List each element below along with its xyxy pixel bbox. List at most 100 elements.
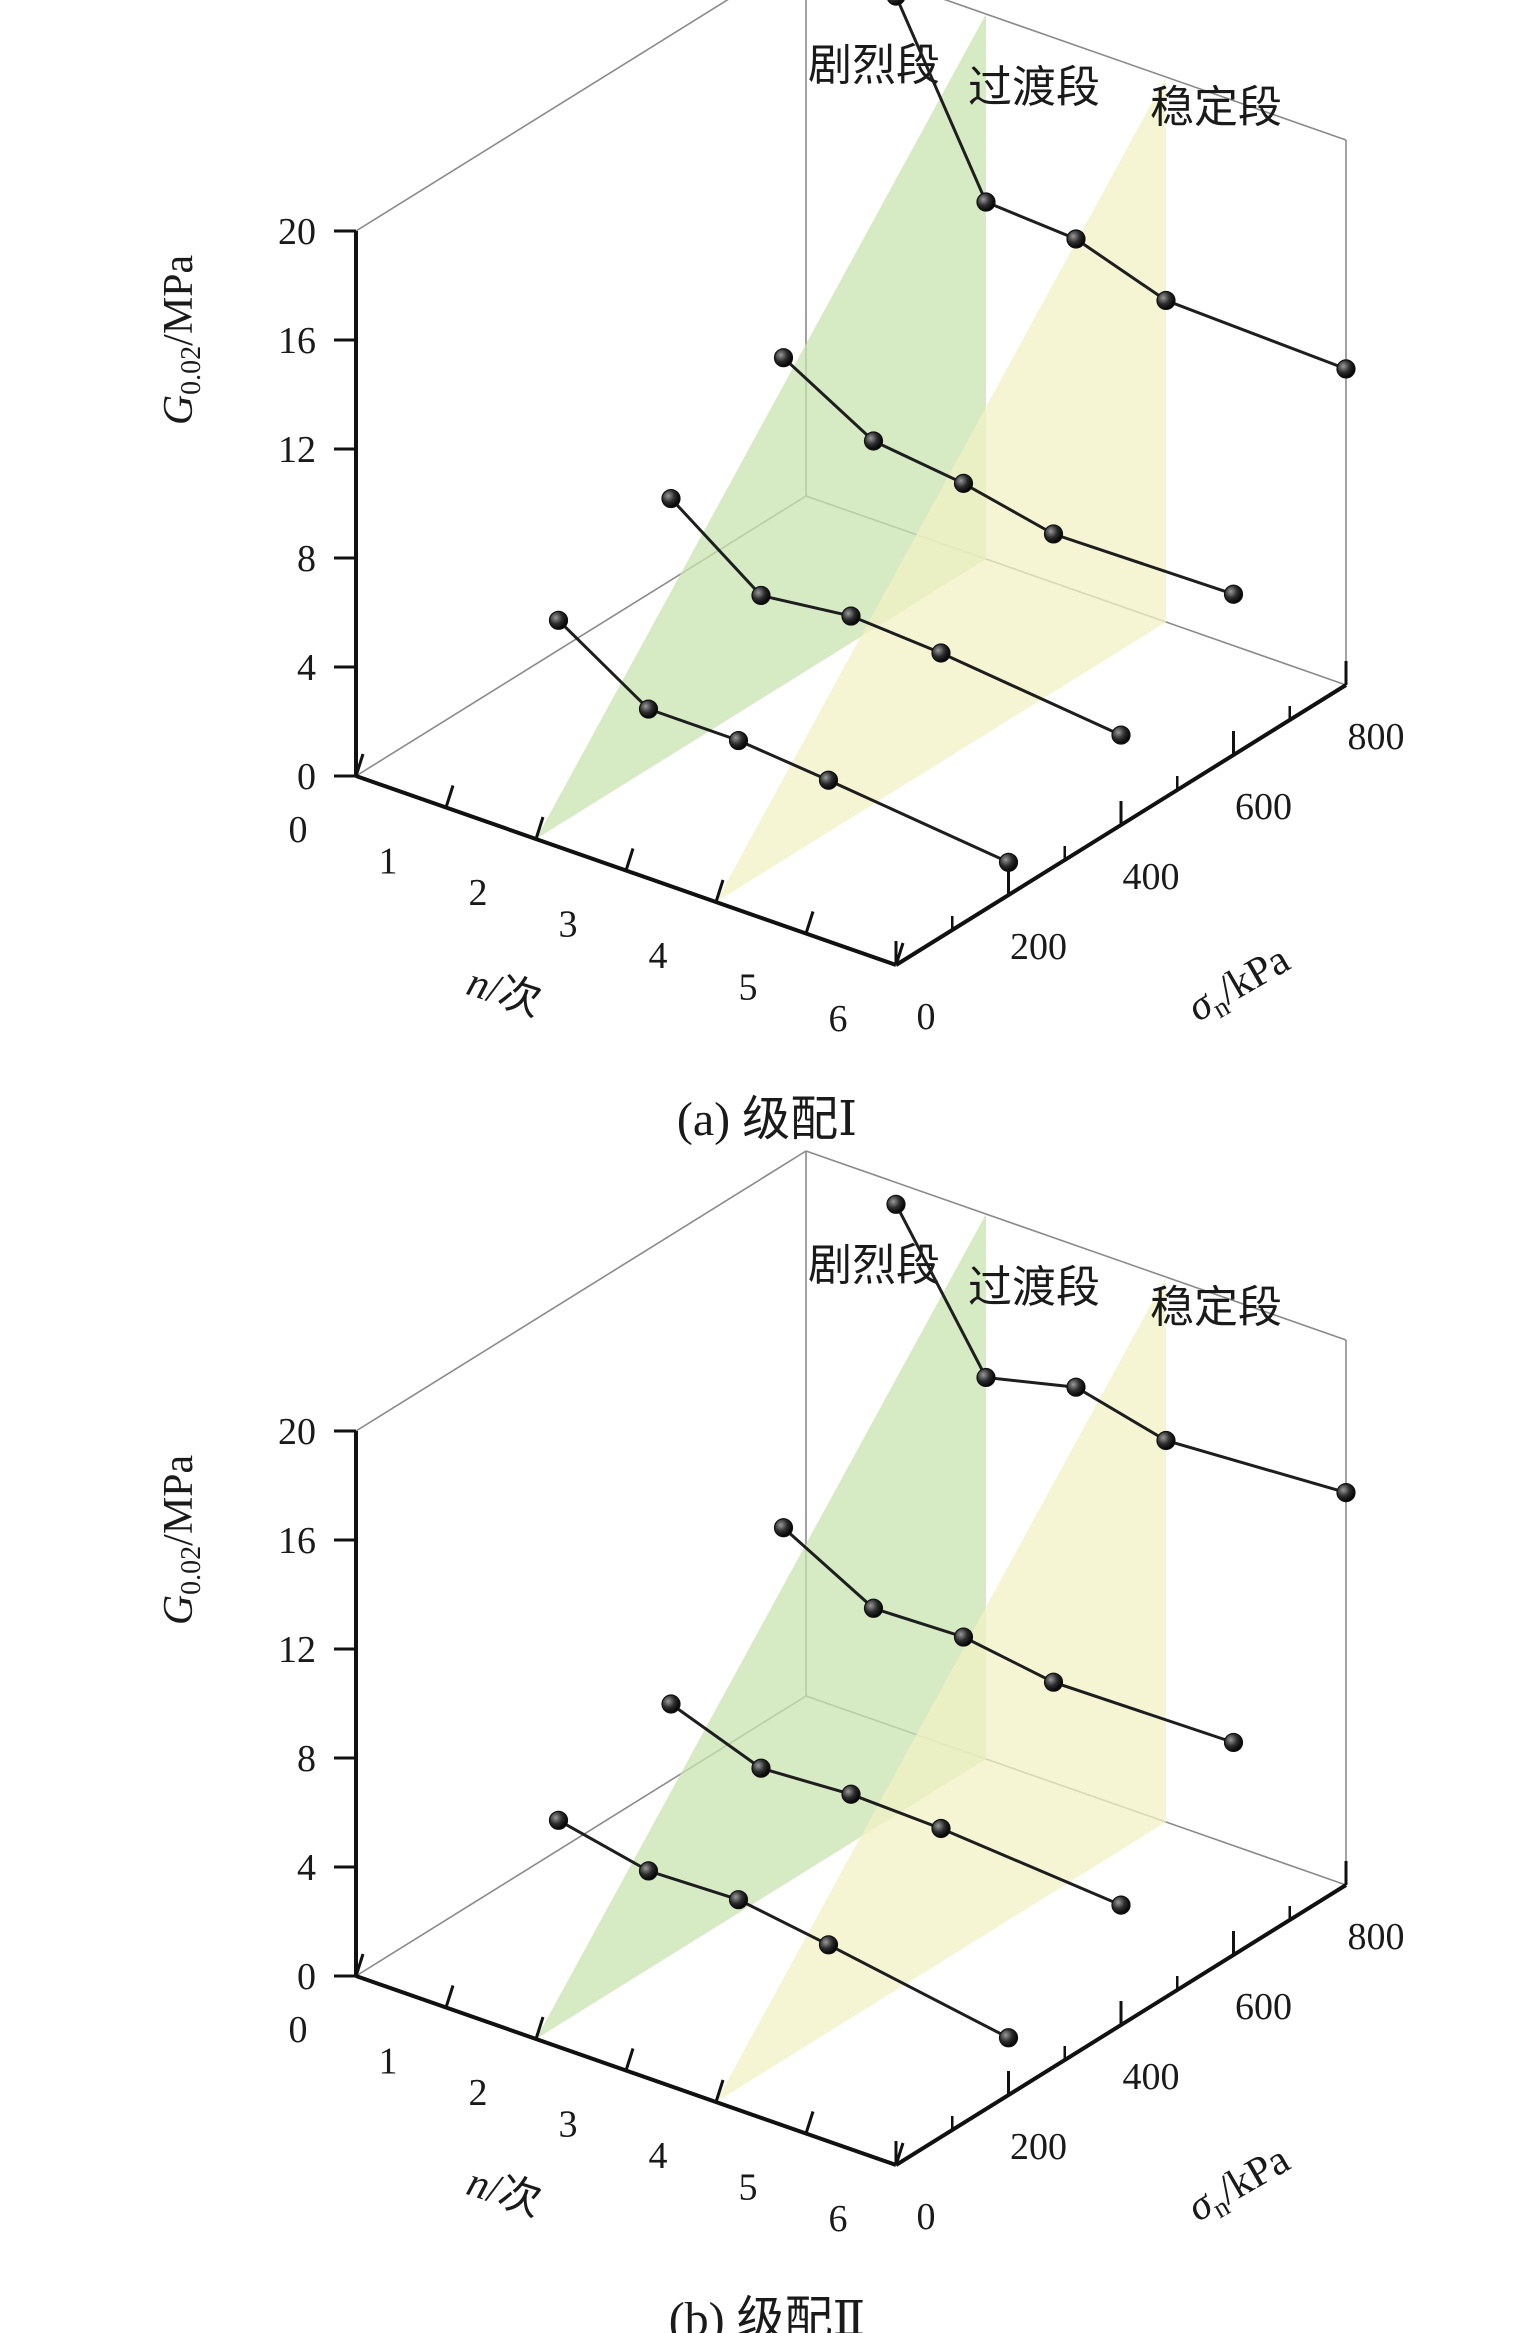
y-tick-label: 600	[1235, 786, 1292, 828]
data-point	[953, 473, 974, 493]
data-point	[1043, 524, 1064, 544]
region-label-2: 过渡段	[968, 63, 1100, 112]
data-point	[548, 610, 569, 630]
x-tick-label: 1	[379, 2041, 398, 2083]
z-axis-label: G0.02/MPa	[156, 1454, 207, 1625]
data-point	[841, 1784, 861, 1804]
data-point	[661, 1694, 681, 1714]
data-point	[1111, 725, 1131, 745]
x-tick-label: 0	[289, 2009, 308, 2051]
x-tick-label: 1	[379, 841, 398, 883]
box-edge	[355, 1150, 807, 1432]
y-tick-label: 800	[1348, 1916, 1405, 1958]
x-tick-label: 4	[649, 2135, 668, 2177]
z-tick-label: 4	[297, 647, 316, 689]
z-tick-label: 0	[297, 1956, 316, 1998]
y-tick-label: 0	[917, 2196, 936, 2238]
data-point	[887, 0, 905, 6]
x-tick-label: 0	[289, 809, 308, 851]
data-point	[976, 1367, 996, 1388]
y-tick-label: 600	[1235, 1986, 1292, 2028]
data-point	[1066, 229, 1086, 249]
z-axis-label-unit: /MPa	[156, 1454, 202, 1545]
data-point	[1223, 584, 1244, 604]
z-axis-label: G0.02/MPa	[156, 254, 207, 425]
data-point	[661, 488, 681, 509]
panel-caption: (a) 级配Ⅰ	[677, 1093, 857, 1146]
x-tick-label: 6	[829, 998, 848, 1040]
x-tick	[534, 816, 545, 840]
data-point	[976, 192, 996, 212]
z-tick-label: 0	[297, 756, 316, 798]
x-tick-label: 3	[559, 904, 578, 946]
x-tick-label: 2	[469, 2072, 488, 2114]
x-tick	[714, 2079, 725, 2103]
data-point	[773, 348, 794, 368]
data-point	[886, 1194, 906, 1214]
x-tick	[804, 911, 815, 934]
data-point	[1111, 1895, 1131, 1915]
x-axis-label: n/次	[461, 959, 546, 1026]
z-axis-label-unit: /MPa	[156, 254, 202, 345]
data-point	[1336, 359, 1356, 379]
x-tick-label: 6	[829, 2198, 848, 2240]
z-tick-label: 8	[297, 1738, 316, 1780]
z-tick-label: 8	[297, 538, 316, 580]
region-plane-2	[716, 1277, 1166, 2102]
x-tick	[534, 2016, 545, 2040]
x-tick	[354, 1953, 365, 1977]
region-plane-1	[536, 14, 986, 839]
data-point	[1223, 1732, 1244, 1753]
panel-caption: (b) 级配Ⅱ	[669, 2293, 866, 2333]
z-tick-label: 20	[278, 211, 316, 253]
x-tick-label: 5	[739, 967, 758, 1009]
y-tick-label: 400	[1123, 856, 1180, 898]
x-tick-label: 5	[739, 2167, 758, 2209]
data-point	[638, 1861, 659, 1881]
data-point	[751, 585, 771, 606]
z-axis-label-main: G	[156, 395, 202, 425]
region-label-2: 过渡段	[968, 1263, 1100, 1312]
x-tick-label: 3	[559, 2104, 578, 2146]
y-axis-label: σn/kPa	[1180, 936, 1301, 1035]
data-point	[751, 1758, 771, 1778]
x-tick-label: 2	[469, 872, 488, 914]
data-point	[1336, 1482, 1356, 1503]
data-point	[931, 1818, 951, 1839]
x-axis-label: n/次	[461, 2159, 546, 2226]
data-point	[998, 852, 1019, 872]
x-tick	[444, 785, 455, 808]
data-point	[638, 699, 659, 719]
x-tick	[624, 848, 635, 871]
data-point	[863, 1598, 884, 1618]
data-point	[1156, 1430, 1176, 1451]
data-point	[863, 431, 884, 451]
y-axis-label: σn/kPa	[1180, 2136, 1301, 2235]
y-tick-label: 400	[1123, 2056, 1180, 2098]
region-plane-2	[716, 77, 1166, 902]
z-tick-label: 4	[297, 1847, 316, 1889]
x-tick-label: 4	[649, 935, 668, 977]
region-plane-1	[536, 1214, 986, 2039]
z-axis-label-sub: 0.02	[176, 1546, 207, 1595]
data-point	[841, 606, 861, 626]
box-edge	[805, 1150, 1347, 1341]
data-point	[953, 1627, 974, 1647]
data-point	[1066, 1377, 1086, 1397]
region-label-3: 稳定段	[1150, 83, 1282, 132]
z-tick-label: 16	[278, 320, 316, 362]
x-tick	[624, 2048, 635, 2071]
data-point	[998, 2028, 1019, 2048]
z-axis-label-sub: 0.02	[176, 346, 207, 395]
region-label-3: 稳定段	[1150, 1283, 1282, 1332]
z-tick-label: 12	[278, 429, 316, 471]
box-edge	[355, 0, 729, 232]
x-tick	[804, 2111, 815, 2134]
x-tick	[354, 753, 365, 777]
y-tick-label: 200	[1010, 2126, 1067, 2168]
y-tick-label: 0	[917, 996, 936, 1038]
data-point	[931, 643, 951, 663]
